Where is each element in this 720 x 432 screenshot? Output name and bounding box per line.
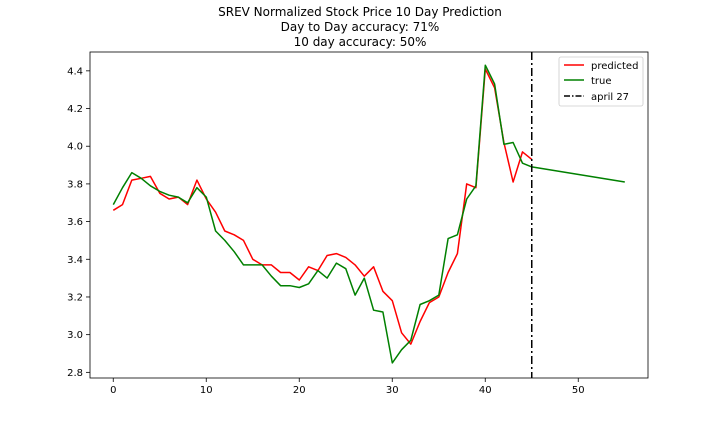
plot-frame (89, 51, 649, 379)
legend-label-true: true (591, 76, 612, 87)
legend-label-april-27: april 27 (591, 92, 629, 103)
chart-subtitle-day-accuracy: Day to Day accuracy: 71% (280, 20, 440, 34)
legend-box (558, 56, 644, 107)
y-tick-label: 2.8 (67, 368, 83, 379)
y-tick-label: 3.2 (67, 292, 83, 303)
x-tick-label: 10 (200, 385, 213, 396)
series-line-true (112, 64, 625, 364)
x-tick-label: 50 (572, 385, 585, 396)
x-tick-label: 30 (386, 385, 399, 396)
y-tick-label: 3.6 (67, 217, 83, 228)
y-axis: 2.8 3.0 3.2 3.4 3.6 3.8 4.0 4.2 4.4 (67, 66, 90, 379)
y-tick-label: 3.8 (67, 179, 83, 190)
legend-label-predicted: predicted (591, 61, 638, 72)
chart-subtitle-10day-accuracy: 10 day accuracy: 50% (293, 35, 427, 49)
y-tick-label: 4.4 (67, 66, 83, 77)
y-tick-label: 4.2 (67, 104, 83, 115)
legend: predicted true april 27 (558, 56, 644, 107)
plot-area (90, 52, 648, 378)
x-tick-label: 20 (293, 385, 306, 396)
y-tick-label: 4.0 (67, 142, 83, 153)
x-tick-label: 40 (479, 385, 492, 396)
y-tick-label: 3.0 (67, 330, 83, 341)
chart-title: SREV Normalized Stock Price 10 Day Predi… (218, 5, 502, 19)
x-tick-label: 0 (110, 385, 116, 396)
x-axis: 0 10 20 30 40 50 (110, 378, 585, 396)
y-tick-label: 3.4 (67, 255, 83, 266)
series-layer (112, 64, 625, 364)
